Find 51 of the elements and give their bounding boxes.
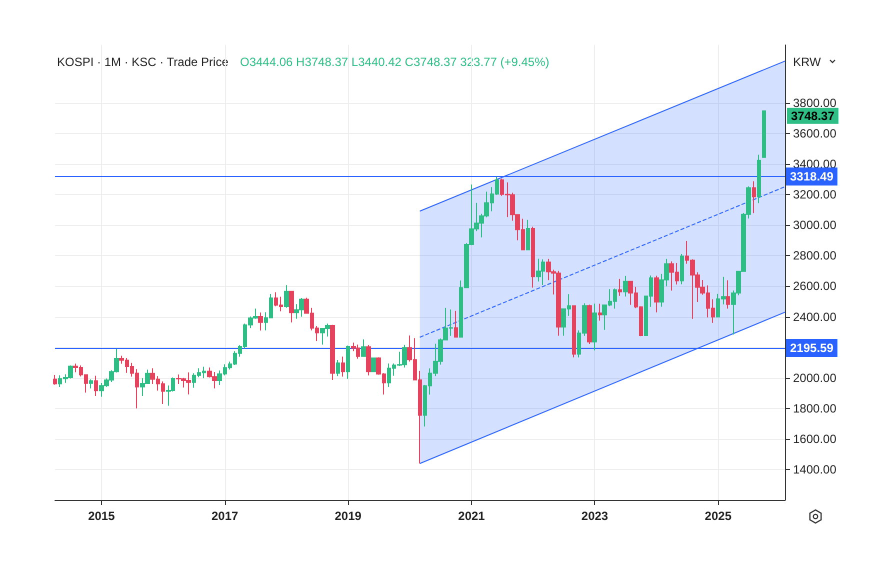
y-axis-title: KRW <box>793 55 822 69</box>
candlestick <box>592 303 597 351</box>
ref-line-label: 2195.59 <box>790 340 834 355</box>
candlestick <box>371 357 376 372</box>
candlestick <box>623 275 628 297</box>
y-tick-label: 2600.00 <box>793 279 837 294</box>
y-tick-label: 1400.00 <box>793 462 837 476</box>
candlestick <box>618 278 622 296</box>
y-tick-label: 2000.00 <box>793 370 837 385</box>
annotation: 3748.37 <box>791 108 835 123</box>
x-tick-label: 2023 <box>581 509 608 523</box>
candlestick <box>752 180 756 214</box>
candlestick <box>258 312 263 332</box>
candlestick <box>587 304 592 344</box>
text: KOSPI · 1M · KSC · Trade Price <box>57 55 229 69</box>
x-tick-label: 2019 <box>334 509 362 523</box>
candlestick <box>346 345 350 380</box>
candlestick <box>536 258 541 282</box>
candlestick <box>598 303 602 322</box>
x-tick-label: 2021 <box>458 509 486 523</box>
candlestick <box>762 110 766 158</box>
y-tick-label: 3000.00 <box>793 218 837 232</box>
candlestick <box>361 338 366 358</box>
candlestick <box>330 324 335 380</box>
candlestick <box>654 275 659 313</box>
y-tick-label: 1800.00 <box>793 401 837 416</box>
x-tick-label: 2025 <box>704 509 732 523</box>
x-tick-label: 2017 <box>211 509 239 523</box>
ref-line-label: 3318.49 <box>790 170 834 184</box>
candlestick <box>757 154 761 204</box>
candlestick <box>284 284 289 308</box>
y-tick-label: 3200.00 <box>793 188 837 202</box>
y-tick-label: 3600.00 <box>793 126 837 141</box>
candlestick <box>526 219 530 251</box>
y-tick-label: 1600.00 <box>793 432 837 446</box>
y-tick-label: 3800.00 <box>793 96 837 110</box>
candlestick <box>94 375 98 397</box>
x-tick-label: 2015 <box>88 509 116 523</box>
y-tick-label: 2400.00 <box>793 310 837 324</box>
candlestick <box>289 290 294 323</box>
candlestick <box>366 344 371 376</box>
y-tick-label: 2800.00 <box>793 248 837 263</box>
candlestick <box>531 226 535 288</box>
candlestick <box>572 304 576 358</box>
candlestick <box>454 310 458 338</box>
candlestick <box>89 378 93 389</box>
candlestick <box>336 359 340 377</box>
candlestick <box>53 374 57 386</box>
candlestick <box>680 254 684 285</box>
candlestick <box>341 356 345 378</box>
candlestick <box>726 280 730 310</box>
